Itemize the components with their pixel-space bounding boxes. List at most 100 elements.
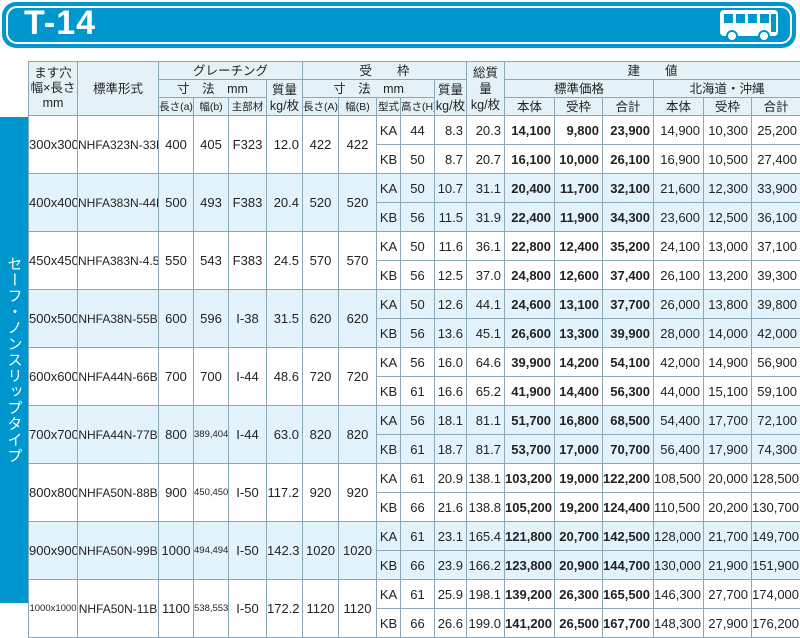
hk-body-cell: 42,000 <box>654 348 704 377</box>
hk-body-cell: 26,100 <box>654 261 704 290</box>
header-price: 建 値 <box>505 62 800 80</box>
sp-total-cell: 167,700 <box>603 609 654 638</box>
sp-frame-cell: 11,900 <box>555 203 603 232</box>
hk-total-cell: 39,800 <box>752 290 800 319</box>
frame-weight-cell: 26.6 <box>435 609 467 638</box>
total-weight-cell: 37.0 <box>467 261 505 290</box>
header-hokkaido-price: 北海道・沖縄 <box>654 80 800 98</box>
header-sp-frame: 受枠 <box>555 98 603 116</box>
sp-total-cell: 54,100 <box>603 348 654 377</box>
frame-height-cell: 50 <box>401 145 435 174</box>
total-weight-cell: 138.1 <box>467 464 505 493</box>
grating-width-cell: 543 <box>194 232 229 290</box>
frame-type-cell: KB <box>377 609 401 638</box>
total-weight-cell: 20.7 <box>467 145 505 174</box>
total-weight-cell: 31.9 <box>467 203 505 232</box>
sp-frame-cell: 20,900 <box>555 551 603 580</box>
grating-weight-cell: 172.2 <box>267 580 303 638</box>
hole-size-cell: 800x800 <box>29 464 78 522</box>
frame-width-cell: 820 <box>339 406 377 464</box>
sp-frame-cell: 16,800 <box>555 406 603 435</box>
hk-total-cell: 56,900 <box>752 348 800 377</box>
hk-frame-cell: 12,300 <box>704 174 752 203</box>
frame-width-cell: 1020 <box>339 522 377 580</box>
frame-weight-cell: 8.7 <box>435 145 467 174</box>
frame-type-cell: KB <box>377 261 401 290</box>
frame-weight-cell: 21.6 <box>435 493 467 522</box>
hk-frame-cell: 13,800 <box>704 290 752 319</box>
hk-body-cell: 14,900 <box>654 116 704 145</box>
frame-type-cell: KA <box>377 232 401 261</box>
sp-frame-cell: 19,200 <box>555 493 603 522</box>
sp-body-cell: 103,200 <box>505 464 555 493</box>
frame-weight-cell: 18.7 <box>435 435 467 464</box>
frame-type-cell: KA <box>377 290 401 319</box>
grating-length-cell: 400 <box>159 116 194 174</box>
grating-weight-cell: 24.5 <box>267 232 303 290</box>
frame-type-cell: KA <box>377 116 401 145</box>
grating-weight-cell: 12.0 <box>267 116 303 174</box>
hk-body-cell: 28,000 <box>654 319 704 348</box>
total-weight-cell: 81.1 <box>467 406 505 435</box>
frame-weight-cell: 23.9 <box>435 551 467 580</box>
hole-size-cell: 450x450 <box>29 232 78 290</box>
header-total-weight: 総質量 kg/枚 <box>467 62 505 116</box>
frame-height-cell: 61 <box>401 580 435 609</box>
frame-height-cell: 56 <box>401 319 435 348</box>
title-banner: T-14 <box>2 2 796 48</box>
frame-height-cell: 56 <box>401 261 435 290</box>
header-main-member: 主部材 <box>229 98 267 116</box>
frame-height-cell: 50 <box>401 290 435 319</box>
model-cell: NHFA50N-88B <box>78 464 159 522</box>
model-cell: NHFA50N-99B <box>78 522 159 580</box>
grating-length-cell: 900 <box>159 464 194 522</box>
sp-total-cell: 56,300 <box>603 377 654 406</box>
frame-type-cell: KB <box>377 551 401 580</box>
main-member-cell: F323 <box>229 116 267 174</box>
sp-total-cell: 142,500 <box>603 522 654 551</box>
grating-length-cell: 1000 <box>159 522 194 580</box>
total-weight-cell: 44.1 <box>467 290 505 319</box>
hole-size-cell: 600x600 <box>29 348 78 406</box>
sp-total-cell: 23,900 <box>603 116 654 145</box>
frame-weight-cell: 10.7 <box>435 174 467 203</box>
sp-frame-cell: 26,500 <box>555 609 603 638</box>
grating-weight-cell: 63.0 <box>267 406 303 464</box>
hk-body-cell: 128,000 <box>654 522 704 551</box>
hk-body-cell: 130,000 <box>654 551 704 580</box>
hk-body-cell: 56,400 <box>654 435 704 464</box>
frame-height-cell: 56 <box>401 348 435 377</box>
hk-body-cell: 108,500 <box>654 464 704 493</box>
header-frame-dim: 寸 法 mm <box>303 80 435 98</box>
hk-total-cell: 27,400 <box>752 145 800 174</box>
sp-total-cell: 144,700 <box>603 551 654 580</box>
frame-height-cell: 66 <box>401 493 435 522</box>
model-cell: NHFA50N-11B <box>78 580 159 638</box>
sp-body-cell: 16,100 <box>505 145 555 174</box>
hk-frame-cell: 14,900 <box>704 348 752 377</box>
page-title: T-14 <box>24 3 96 43</box>
hk-frame-cell: 20,000 <box>704 464 752 493</box>
header-type: 型式 <box>377 98 401 116</box>
frame-type-cell: KB <box>377 435 401 464</box>
frame-length-cell: 422 <box>303 116 339 174</box>
total-weight-cell: 166.2 <box>467 551 505 580</box>
hk-frame-cell: 12,500 <box>704 203 752 232</box>
sp-body-cell: 141,200 <box>505 609 555 638</box>
total-weight-cell: 31.1 <box>467 174 505 203</box>
total-weight-cell: 165.4 <box>467 522 505 551</box>
grating-width-cell: 596 <box>194 290 229 348</box>
frame-width-cell: 920 <box>339 464 377 522</box>
frame-type-cell: KA <box>377 522 401 551</box>
hk-total-cell: 25,200 <box>752 116 800 145</box>
hk-frame-cell: 17,700 <box>704 406 752 435</box>
frame-type-cell: KB <box>377 203 401 232</box>
grating-length-cell: 600 <box>159 290 194 348</box>
hk-total-cell: 174,000 <box>752 580 800 609</box>
header-hole: ます穴 幅×長さ mm <box>29 62 78 116</box>
total-weight-cell: 199.0 <box>467 609 505 638</box>
